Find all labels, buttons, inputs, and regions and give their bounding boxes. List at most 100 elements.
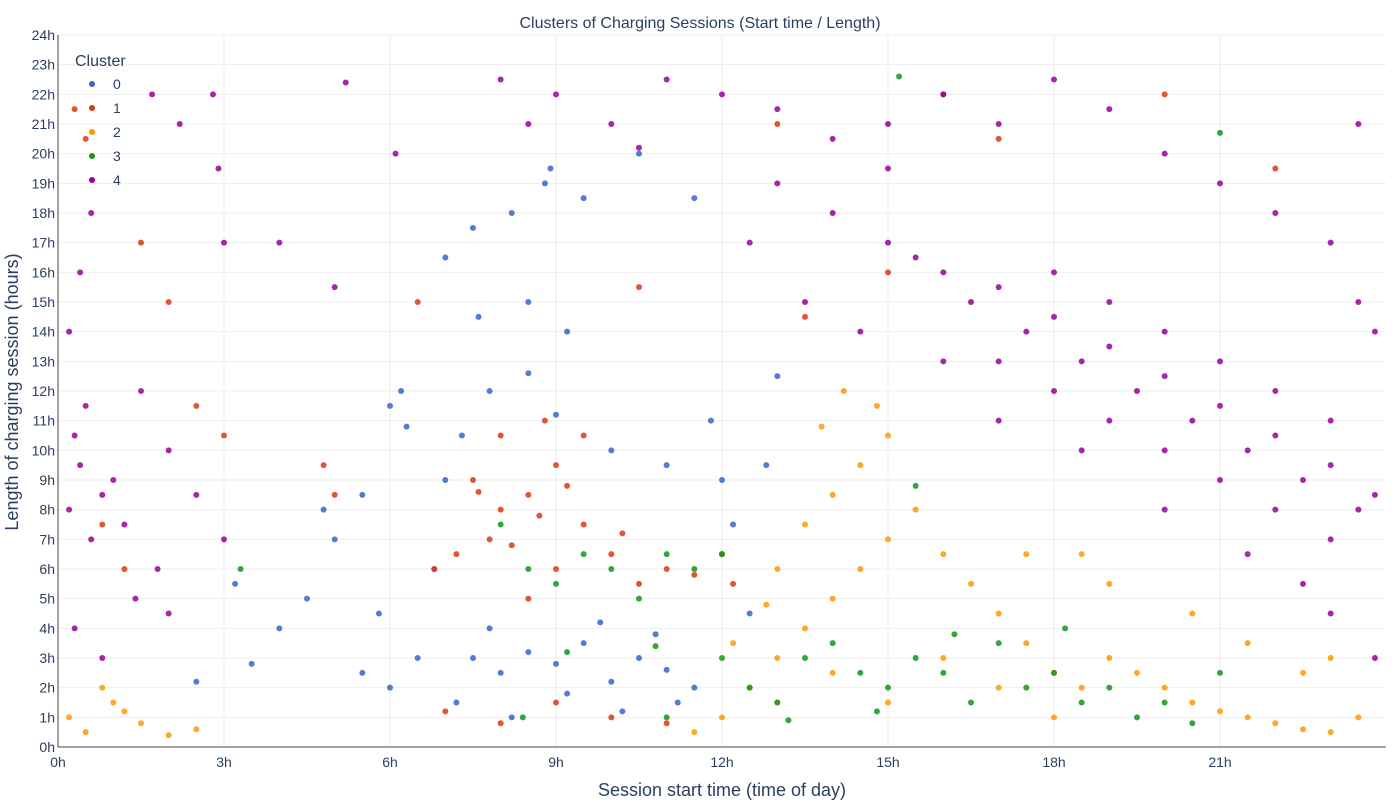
data-point (110, 699, 117, 706)
legend-entry: 4 (113, 172, 121, 188)
data-point (896, 73, 903, 80)
data-point (730, 521, 737, 528)
data-point (541, 180, 548, 187)
data-point (1272, 165, 1279, 172)
data-point (885, 121, 891, 127)
series-2 (66, 388, 1362, 739)
data-point (564, 482, 571, 489)
data-point (154, 566, 161, 572)
data-point (508, 542, 515, 549)
data-point (497, 720, 504, 727)
data-point (691, 729, 698, 736)
data-point (857, 566, 864, 572)
data-point (995, 684, 1002, 691)
data-point (221, 432, 227, 439)
data-point (608, 566, 615, 572)
data-point (652, 643, 659, 650)
data-point (1217, 180, 1223, 187)
x-tick-label: 9h (548, 754, 564, 770)
data-point (719, 477, 725, 483)
data-point (691, 684, 698, 691)
data-point (580, 640, 587, 647)
data-point (995, 640, 1002, 647)
data-point (691, 566, 698, 572)
data-point (1300, 669, 1306, 676)
data-point (674, 699, 681, 706)
data-point (1062, 625, 1069, 632)
data-point (359, 669, 366, 676)
data-point (453, 551, 460, 558)
data-point (885, 239, 891, 246)
data-point (1051, 313, 1057, 320)
data-point (564, 690, 571, 697)
data-point (995, 610, 1002, 617)
data-point (885, 269, 891, 276)
data-point (1189, 610, 1196, 617)
data-point (829, 491, 836, 498)
data-point (1023, 328, 1030, 335)
data-point (829, 210, 836, 216)
y-tick-label: 10h (32, 442, 55, 458)
data-point (719, 551, 725, 558)
data-point (885, 165, 891, 172)
data-point (1217, 358, 1223, 365)
data-point (66, 506, 73, 513)
data-point (1106, 684, 1113, 691)
data-point (746, 610, 753, 617)
data-point (138, 720, 144, 727)
data-point (88, 536, 95, 543)
y-tick-label: 2h (39, 680, 55, 696)
data-point (1189, 417, 1196, 424)
data-point (802, 655, 808, 661)
data-point (209, 91, 216, 98)
data-point (829, 640, 836, 647)
chart-title: Clusters of Charging Sessions (Start tim… (519, 15, 880, 32)
data-point (995, 284, 1002, 291)
data-point (1371, 491, 1378, 498)
data-point (320, 462, 327, 469)
data-point (1371, 655, 1378, 661)
data-point (221, 239, 227, 246)
data-point (71, 106, 78, 113)
data-point (995, 358, 1002, 365)
data-point (553, 660, 559, 667)
x-tick-label: 12h (710, 754, 733, 770)
y-tick-label: 13h (32, 353, 55, 369)
data-point (1327, 655, 1334, 661)
data-point (663, 714, 670, 721)
data-point (597, 619, 604, 626)
data-point (774, 373, 781, 380)
data-point (1300, 580, 1306, 587)
data-point (663, 720, 670, 727)
legend-marker (89, 153, 95, 159)
data-point (1078, 447, 1085, 454)
data-point (774, 566, 781, 572)
data-point (995, 135, 1002, 142)
data-point (232, 580, 239, 587)
data-point (387, 402, 393, 409)
data-point (331, 284, 338, 291)
legend-entry: 1 (113, 100, 121, 116)
data-point (486, 536, 493, 543)
axes: 0h1h2h3h4h5h6h7h8h9h10h11h12h13h14h15h16… (32, 27, 1386, 770)
data-point (414, 299, 421, 305)
data-point (1106, 343, 1113, 350)
data-point (359, 491, 366, 498)
data-point (541, 417, 548, 424)
data-point (1078, 358, 1085, 365)
data-point (829, 669, 836, 676)
data-point (71, 432, 78, 439)
data-point (1023, 684, 1030, 691)
data-point (763, 601, 770, 608)
y-tick-label: 7h (39, 531, 55, 547)
series-0 (193, 150, 781, 721)
y-tick-label: 16h (32, 264, 55, 280)
y-tick-label: 24h (32, 27, 55, 43)
data-point (221, 536, 227, 543)
data-point (774, 180, 781, 187)
data-point (1051, 269, 1057, 276)
data-point (176, 121, 183, 127)
data-point (525, 649, 532, 656)
data-point (486, 388, 493, 394)
